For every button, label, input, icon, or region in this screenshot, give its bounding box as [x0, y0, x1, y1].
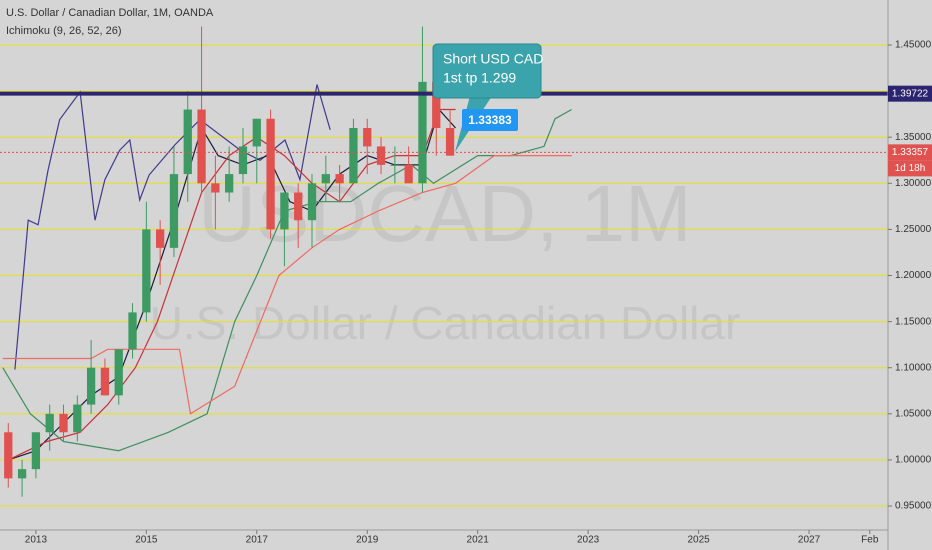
x-tick-label: 2027: [798, 535, 821, 546]
candle-body: [307, 183, 317, 221]
price-label-text: 1.33383: [468, 113, 512, 127]
candle-body: [128, 312, 137, 350]
candle-body: [266, 118, 275, 230]
candle-body: [404, 164, 413, 184]
candle-body: [197, 109, 206, 184]
candle-body: [376, 146, 386, 165]
watermark: USDCAD, 1M U.S. Dollar / Canadian Dollar: [150, 169, 741, 349]
x-tick-label: Feb: [861, 535, 879, 546]
y-tick-label: 1.05000: [895, 408, 932, 419]
candle-body: [363, 127, 372, 147]
price-tag-label: 1.33357: [892, 147, 929, 158]
indicator-line: [14, 84, 331, 370]
candle-body: [432, 81, 441, 128]
candle-body: [4, 432, 13, 479]
chart-title: U.S. Dollar / Canadian Dollar, 1M, OANDA: [6, 7, 214, 19]
candle-body: [335, 174, 344, 184]
candle-body: [225, 174, 234, 193]
price-label-box: [462, 109, 518, 131]
candle-body: [142, 229, 151, 313]
candle-body: [59, 413, 68, 433]
grid: [0, 44, 888, 507]
candle-body: [100, 367, 110, 396]
price-tag: [888, 85, 932, 102]
x-tick-label: 2023: [577, 535, 600, 546]
y-tick-label: 1.10000: [895, 362, 932, 373]
candle-body: [86, 367, 96, 405]
y-tick-label: 1.35000: [895, 132, 932, 143]
countdown-tag: [888, 160, 932, 177]
candle-body: [73, 404, 82, 433]
countdown-label: 1d 18h: [895, 163, 926, 174]
y-tick-label: 1.00000: [895, 455, 932, 466]
y-tick-label: 1.20000: [895, 270, 932, 281]
candle-body: [114, 349, 123, 396]
candle-body: [169, 174, 179, 248]
candle-body: [280, 192, 289, 230]
axes: 0.95000 1.00000 1.05000 1.10000 1.15000 1.200…: [25, 40, 932, 546]
candle-body: [445, 127, 455, 156]
x-tick-label: 2015: [135, 535, 158, 546]
x-tick-label: 2025: [687, 535, 710, 546]
x-tick-label: 2017: [246, 535, 269, 546]
plot: [0, 26, 888, 497]
candle-body: [349, 127, 358, 184]
indicator-label: Ichimoku (9, 26, 52, 26): [6, 25, 122, 37]
x-tick-label: 2021: [467, 535, 490, 546]
candle-body: [238, 146, 248, 175]
candle-body: [252, 118, 261, 147]
y-tick-label: 1.25000: [895, 224, 932, 235]
candle-body: [418, 81, 427, 184]
candle-body: [17, 469, 27, 479]
callout-line: Short USD CAD: [443, 51, 543, 67]
callout-box: [432, 43, 542, 99]
y-tick-label: 1.30000: [895, 178, 932, 189]
watermark-name: U.S. Dollar / Canadian Dollar: [150, 297, 741, 349]
candle-body: [45, 413, 54, 433]
callout-line: 1st tp 1.299: [443, 70, 516, 86]
candle-body: [183, 109, 192, 175]
candle-body: [294, 192, 303, 221]
price-label: 1.33383: [462, 109, 518, 131]
candle-body: [321, 174, 330, 184]
price-tag-label: 1.39722: [892, 88, 929, 99]
candle-body: [156, 229, 165, 248]
candle-body: [31, 432, 41, 470]
candle-body: [390, 164, 399, 166]
y-tick-label: 0.95000: [895, 501, 932, 512]
candle-body: [211, 183, 220, 193]
y-tick-label: 1.45000: [895, 40, 932, 51]
price-tag: [888, 144, 932, 161]
x-tick-label: 2019: [356, 535, 379, 546]
y-tick-label: 1.15000: [895, 316, 932, 327]
x-tick-label: 2013: [25, 535, 48, 546]
